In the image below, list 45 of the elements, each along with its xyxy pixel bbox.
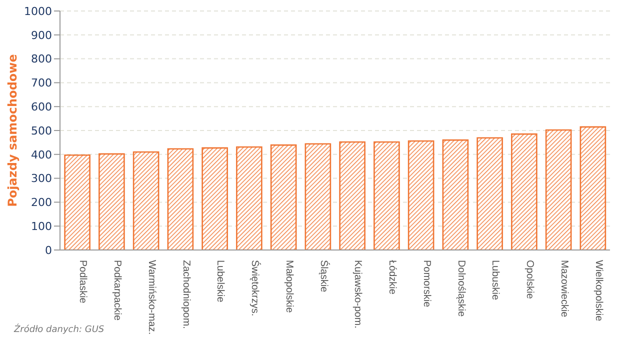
bar bbox=[545, 129, 572, 250]
text: Źródło danych: GUS bbox=[14, 325, 104, 335]
bar bbox=[167, 148, 194, 250]
y-tick-label: 1000 bbox=[24, 4, 52, 18]
x-tick-label: Dolnośląskie bbox=[455, 260, 466, 318]
y-tick-label: 700 bbox=[31, 76, 52, 90]
x-tick-label: Kujawsko-pom. bbox=[352, 260, 364, 328]
bar bbox=[511, 133, 538, 250]
x-tick-label: Lubelskie bbox=[214, 260, 226, 303]
y-tick-label: 200 bbox=[31, 196, 52, 210]
bar bbox=[64, 154, 90, 250]
bar bbox=[408, 140, 434, 250]
x-tick-label: Zachodniopom. bbox=[180, 260, 192, 329]
x-tick-label: Małopolskie bbox=[283, 260, 294, 314]
y-tick-label: 800 bbox=[31, 52, 52, 66]
x-tick-label: Mazowieckie bbox=[558, 260, 570, 318]
x-tick-label: Podkarpackie bbox=[112, 260, 123, 322]
y-tick-label: 100 bbox=[31, 220, 52, 234]
y-tick-label: 400 bbox=[31, 148, 52, 162]
bar bbox=[339, 141, 366, 250]
y-tick-label: 500 bbox=[31, 124, 52, 138]
bar bbox=[442, 139, 469, 250]
bar bbox=[98, 153, 125, 250]
bar bbox=[580, 126, 606, 250]
y-tick-label: 0 bbox=[45, 244, 52, 257]
x-tick-label: Pomorskie bbox=[420, 260, 432, 308]
bar bbox=[374, 141, 400, 250]
bar bbox=[476, 137, 503, 250]
y-tick-label: 600 bbox=[31, 100, 52, 114]
x-tick-label: Śląskie bbox=[318, 260, 330, 293]
y-axis-title: Pojazdy samochodowe bbox=[5, 54, 20, 207]
x-tick-label: Lubuskie bbox=[490, 260, 501, 300]
bar bbox=[270, 144, 297, 250]
bar bbox=[236, 146, 262, 250]
x-tick-label: Opolskie bbox=[524, 260, 536, 300]
y-tick-label: 300 bbox=[31, 172, 52, 186]
x-tick-label: Świętokrzys. bbox=[249, 260, 262, 316]
y-tick-label: 900 bbox=[31, 28, 52, 42]
x-tick-label: Łódzkie bbox=[386, 260, 398, 295]
bar bbox=[132, 151, 160, 250]
bar bbox=[304, 143, 332, 250]
x-tick-label: Warmińsko-maz. bbox=[146, 260, 157, 335]
x-tick-label: Wielkopolskie bbox=[592, 260, 604, 322]
x-tick-label: Podlaskie bbox=[77, 260, 88, 304]
bar bbox=[202, 147, 228, 250]
